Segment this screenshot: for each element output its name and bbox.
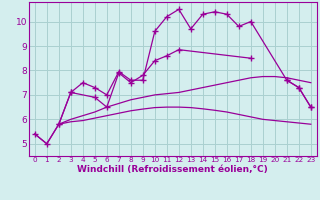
X-axis label: Windchill (Refroidissement éolien,°C): Windchill (Refroidissement éolien,°C) [77,165,268,174]
